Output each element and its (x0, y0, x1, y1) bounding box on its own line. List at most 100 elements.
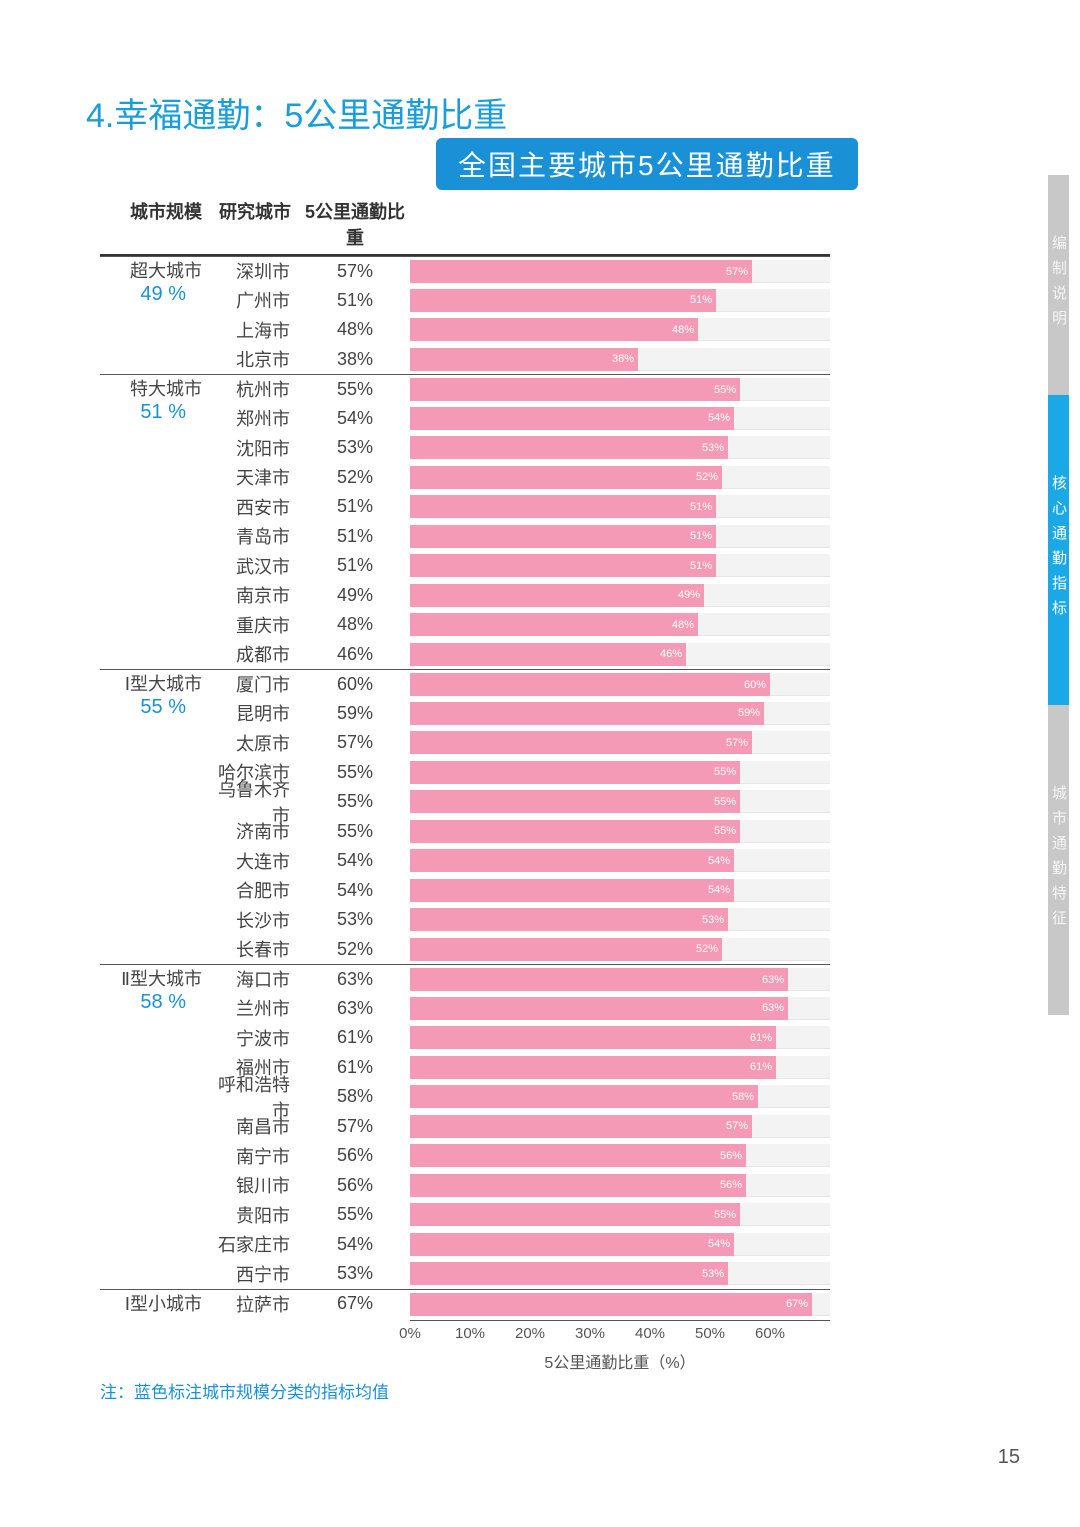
bar-fill: 60% (410, 673, 770, 696)
bar-fill: 51% (410, 495, 716, 518)
chart-area: 城市规模 研究城市 5公里通勤比重 超大城市49 %深圳市57%57%广州市51… (100, 198, 830, 1403)
percent-value: 48% (300, 614, 410, 635)
percent-value: 53% (300, 1263, 410, 1284)
city-name: 上海市 (210, 317, 300, 343)
axis-tick: 60% (755, 1325, 785, 1342)
bar-fill: 51% (410, 554, 716, 577)
city-name: 太原市 (210, 730, 300, 756)
percent-value: 38% (300, 349, 410, 370)
bar-fill: 57% (410, 1115, 752, 1138)
bar-fill: 46% (410, 643, 686, 666)
bar-fill: 55% (410, 761, 740, 784)
bar-fill: 55% (410, 820, 740, 843)
table-row: 重庆市48%48% (100, 610, 830, 640)
table-row: 长沙市53%53% (100, 905, 830, 935)
city-name: 拉萨市 (210, 1291, 300, 1317)
city-name: 南宁市 (210, 1143, 300, 1169)
bar-fill: 54% (410, 407, 734, 430)
bar-fill: 52% (410, 938, 722, 961)
table-row: 哈尔滨市55%55% (100, 758, 830, 788)
axis-tick: 50% (695, 1325, 725, 1342)
bar-fill: 63% (410, 968, 788, 991)
city-name: 青岛市 (210, 523, 300, 549)
percent-value: 54% (300, 850, 410, 871)
page-number: 15 (998, 1446, 1020, 1469)
bar-fill: 53% (410, 1262, 728, 1285)
percent-value: 55% (300, 791, 410, 812)
bar-fill: 55% (410, 378, 740, 401)
footnote: 注：蓝色标注城市规模分类的指标均值 (100, 1378, 830, 1403)
table-row: 乌鲁木齐市55%55% (100, 787, 830, 817)
city-name: 杭州市 (210, 376, 300, 402)
percent-value: 57% (300, 261, 410, 282)
percent-value: 54% (300, 1234, 410, 1255)
axis-tick: 10% (455, 1325, 485, 1342)
city-name: 西宁市 (210, 1261, 300, 1287)
table-row: 宁波市61%61% (100, 1023, 830, 1053)
percent-value: 51% (300, 290, 410, 311)
sidebar-tab[interactable]: 编制说明 (1048, 175, 1069, 395)
bar-fill: 54% (410, 1233, 734, 1256)
table-row: 贵阳市55%55% (100, 1200, 830, 1230)
city-name: 长沙市 (210, 907, 300, 933)
table-row: Ⅱ型大城市58 %海口市63%63% (100, 964, 830, 994)
table-row: 成都市46%46% (100, 640, 830, 670)
bar-fill: 52% (410, 466, 722, 489)
sidebar-tab[interactable]: 核心通勤指标 (1048, 395, 1069, 705)
scale-name: Ⅰ型小城市 (100, 1290, 202, 1316)
axis-tick: 30% (575, 1325, 605, 1342)
percent-value: 55% (300, 821, 410, 842)
table-row: 合肥市54%54% (100, 876, 830, 906)
bar-fill: 57% (410, 260, 752, 283)
table-row: 兰州市63%63% (100, 994, 830, 1024)
percent-value: 51% (300, 496, 410, 517)
bar-fill: 53% (410, 908, 728, 931)
city-name: 深圳市 (210, 258, 300, 284)
percent-value: 54% (300, 408, 410, 429)
scale-name: 特大城市 (100, 375, 202, 401)
percent-value: 52% (300, 939, 410, 960)
table-row: 广州市51%51% (100, 286, 830, 316)
percent-value: 55% (300, 762, 410, 783)
city-name: 西安市 (210, 494, 300, 520)
table-row: 大连市54%54% (100, 846, 830, 876)
bar-fill: 58% (410, 1085, 758, 1108)
subtitle-banner: 全国主要城市5公里通勤比重 (436, 138, 858, 190)
city-name: 厦门市 (210, 671, 300, 697)
axis-tick: 40% (635, 1325, 665, 1342)
table-row: 青岛市51%51% (100, 522, 830, 552)
axis-tick: 0% (399, 1325, 421, 1342)
city-name: 宁波市 (210, 1025, 300, 1051)
scale-name: Ⅱ型大城市 (100, 965, 202, 991)
axis-tick: 20% (515, 1325, 545, 1342)
bar-fill: 55% (410, 790, 740, 813)
bar-fill: 56% (410, 1174, 746, 1197)
table-row: 西安市51%51% (100, 492, 830, 522)
table-row: 西宁市53%53% (100, 1259, 830, 1289)
sidebar-tabs: 编制说明核心通勤指标城市通勤特征 (1048, 175, 1080, 1015)
table-row: 石家庄市54%54% (100, 1230, 830, 1260)
percent-value: 56% (300, 1145, 410, 1166)
percent-value: 57% (300, 732, 410, 753)
percent-value: 46% (300, 644, 410, 665)
scale-name: 超大城市 (100, 257, 202, 283)
percent-value: 63% (300, 998, 410, 1019)
percent-value: 51% (300, 555, 410, 576)
bar-fill: 56% (410, 1144, 746, 1167)
percent-value: 57% (300, 1116, 410, 1137)
bar-fill: 67% (410, 1293, 812, 1316)
bar-fill: 54% (410, 849, 734, 872)
bar-fill: 63% (410, 997, 788, 1020)
table-row: 昆明市59%59% (100, 699, 830, 729)
city-name: 海口市 (210, 966, 300, 992)
percent-value: 53% (300, 909, 410, 930)
percent-value: 61% (300, 1027, 410, 1048)
table-header: 城市规模 研究城市 5公里通勤比重 (100, 198, 830, 256)
percent-value: 59% (300, 703, 410, 724)
table-row: Ⅰ型小城市拉萨市67%67% (100, 1289, 830, 1319)
sidebar-tab[interactable]: 城市通勤特征 (1048, 705, 1069, 1015)
bar-fill: 49% (410, 584, 704, 607)
percent-value: 54% (300, 880, 410, 901)
bar-fill: 54% (410, 879, 734, 902)
bar-fill: 38% (410, 348, 638, 371)
